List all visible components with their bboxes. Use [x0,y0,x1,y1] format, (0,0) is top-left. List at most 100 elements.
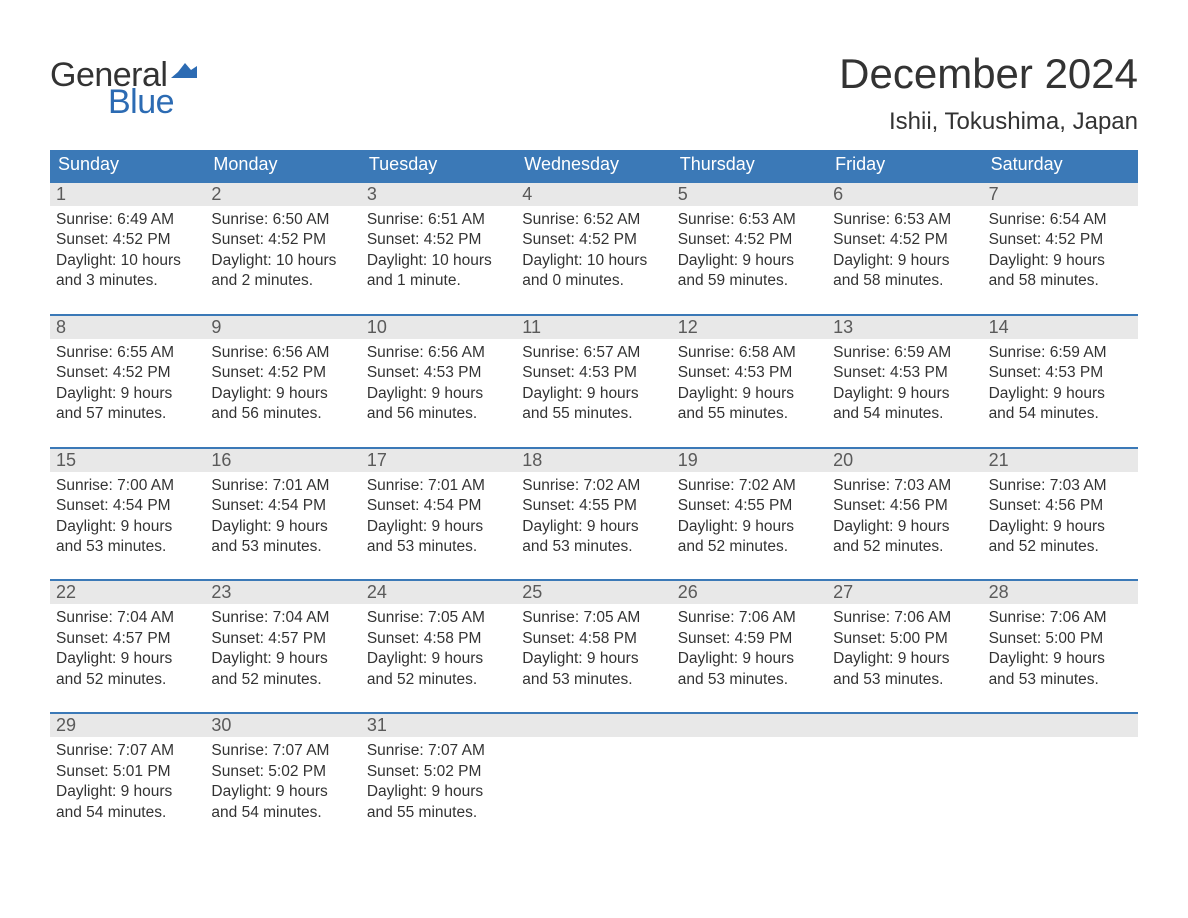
day-cell: Sunrise: 7:06 AMSunset: 5:00 PMDaylight:… [827,604,982,696]
week-row: 293031Sunrise: 7:07 AMSunset: 5:01 PMDay… [50,712,1138,829]
sunset-line: Sunset: 4:55 PM [522,496,665,516]
sunrise-line: Sunrise: 7:06 AM [833,608,976,628]
weekday-header: Wednesday [516,150,671,181]
header: General Blue December 2024 Ishii, Tokush… [50,50,1138,136]
day-cell: Sunrise: 7:03 AMSunset: 4:56 PMDaylight:… [983,472,1138,564]
sunrise-line: Sunrise: 7:03 AM [989,476,1132,496]
day-cell: Sunrise: 7:02 AMSunset: 4:55 PMDaylight:… [516,472,671,564]
day-number: 20 [827,449,982,472]
day-cell: Sunrise: 7:04 AMSunset: 4:57 PMDaylight:… [50,604,205,696]
day-number: 24 [361,581,516,604]
daylight-line: Daylight: 9 hours and 53 minutes. [833,649,976,690]
daylight-line: Daylight: 9 hours and 56 minutes. [367,384,510,425]
sunset-line: Sunset: 4:57 PM [56,629,199,649]
sunset-line: Sunset: 4:52 PM [56,363,199,383]
day-cell: Sunrise: 6:56 AMSunset: 4:52 PMDaylight:… [205,339,360,431]
sunrise-line: Sunrise: 6:53 AM [678,210,821,230]
day-cell: Sunrise: 7:06 AMSunset: 5:00 PMDaylight:… [983,604,1138,696]
sunrise-line: Sunrise: 7:02 AM [678,476,821,496]
day-cell: Sunrise: 6:50 AMSunset: 4:52 PMDaylight:… [205,206,360,298]
daylight-line: Daylight: 9 hours and 58 minutes. [989,251,1132,292]
day-cell: Sunrise: 7:01 AMSunset: 4:54 PMDaylight:… [361,472,516,564]
weekday-header-row: Sunday Monday Tuesday Wednesday Thursday… [50,150,1138,181]
day-cell: Sunrise: 7:06 AMSunset: 4:59 PMDaylight:… [672,604,827,696]
sunset-line: Sunset: 4:52 PM [56,230,199,250]
weekday-header: Thursday [672,150,827,181]
day-cell: Sunrise: 6:52 AMSunset: 4:52 PMDaylight:… [516,206,671,298]
page-title: December 2024 [839,50,1138,98]
sunrise-line: Sunrise: 7:05 AM [522,608,665,628]
location-subtitle: Ishii, Tokushima, Japan [839,108,1138,136]
day-cell: Sunrise: 7:07 AMSunset: 5:01 PMDaylight:… [50,737,205,829]
sunrise-line: Sunrise: 7:04 AM [211,608,354,628]
sunrise-line: Sunrise: 6:55 AM [56,343,199,363]
day-cell: Sunrise: 7:07 AMSunset: 5:02 PMDaylight:… [361,737,516,829]
daynum-row: 1234567 [50,183,1138,206]
daylight-line: Daylight: 9 hours and 54 minutes. [56,782,199,823]
day-cell: Sunrise: 6:59 AMSunset: 4:53 PMDaylight:… [827,339,982,431]
sunrise-line: Sunrise: 7:04 AM [56,608,199,628]
week-row: 15161718192021Sunrise: 7:00 AMSunset: 4:… [50,447,1138,564]
daylight-line: Daylight: 9 hours and 52 minutes. [211,649,354,690]
day-number: 5 [672,183,827,206]
sunset-line: Sunset: 4:55 PM [678,496,821,516]
day-number: 12 [672,316,827,339]
day-number: 15 [50,449,205,472]
day-number [983,714,1138,737]
day-cell: Sunrise: 7:05 AMSunset: 4:58 PMDaylight:… [516,604,671,696]
sunrise-line: Sunrise: 7:05 AM [367,608,510,628]
daylight-line: Daylight: 10 hours and 2 minutes. [211,251,354,292]
sunrise-line: Sunrise: 6:53 AM [833,210,976,230]
daylight-line: Daylight: 9 hours and 53 minutes. [211,517,354,558]
day-number: 28 [983,581,1138,604]
day-cell [516,737,671,829]
sunrise-line: Sunrise: 6:52 AM [522,210,665,230]
sunrise-line: Sunrise: 6:56 AM [211,343,354,363]
daylight-line: Daylight: 10 hours and 0 minutes. [522,251,665,292]
sunset-line: Sunset: 4:53 PM [367,363,510,383]
weekday-header: Friday [827,150,982,181]
day-number: 6 [827,183,982,206]
daylight-line: Daylight: 9 hours and 53 minutes. [989,649,1132,690]
day-number: 10 [361,316,516,339]
sunset-line: Sunset: 4:52 PM [989,230,1132,250]
day-number: 1 [50,183,205,206]
day-cell: Sunrise: 7:05 AMSunset: 4:58 PMDaylight:… [361,604,516,696]
day-cell: Sunrise: 6:56 AMSunset: 4:53 PMDaylight:… [361,339,516,431]
calendar-page: General Blue December 2024 Ishii, Tokush… [0,0,1188,918]
sunrise-line: Sunrise: 7:00 AM [56,476,199,496]
daylight-line: Daylight: 9 hours and 53 minutes. [678,649,821,690]
day-number: 29 [50,714,205,737]
sunrise-line: Sunrise: 7:06 AM [989,608,1132,628]
sunset-line: Sunset: 4:59 PM [678,629,821,649]
daynum-row: 891011121314 [50,316,1138,339]
sunset-line: Sunset: 4:53 PM [833,363,976,383]
sunset-line: Sunset: 4:54 PM [211,496,354,516]
logo-text-blue: Blue [108,83,174,122]
daylight-line: Daylight: 9 hours and 55 minutes. [522,384,665,425]
day-cell: Sunrise: 6:51 AMSunset: 4:52 PMDaylight:… [361,206,516,298]
weekday-header: Monday [205,150,360,181]
daylight-line: Daylight: 9 hours and 52 minutes. [367,649,510,690]
daylight-line: Daylight: 9 hours and 52 minutes. [833,517,976,558]
day-number: 31 [361,714,516,737]
daylight-line: Daylight: 9 hours and 54 minutes. [211,782,354,823]
day-number: 7 [983,183,1138,206]
daylight-line: Daylight: 9 hours and 53 minutes. [522,517,665,558]
day-number: 9 [205,316,360,339]
day-number [672,714,827,737]
day-number: 3 [361,183,516,206]
daylight-line: Daylight: 9 hours and 59 minutes. [678,251,821,292]
day-cell: Sunrise: 7:00 AMSunset: 4:54 PMDaylight:… [50,472,205,564]
sunset-line: Sunset: 4:52 PM [522,230,665,250]
sunrise-line: Sunrise: 7:06 AM [678,608,821,628]
sunset-line: Sunset: 4:56 PM [833,496,976,516]
sunset-line: Sunset: 4:56 PM [989,496,1132,516]
day-number: 19 [672,449,827,472]
day-cell: Sunrise: 7:01 AMSunset: 4:54 PMDaylight:… [205,472,360,564]
sunset-line: Sunset: 4:52 PM [211,363,354,383]
sunset-line: Sunset: 4:58 PM [367,629,510,649]
sunset-line: Sunset: 4:52 PM [678,230,821,250]
daylight-line: Daylight: 9 hours and 55 minutes. [678,384,821,425]
day-number: 25 [516,581,671,604]
